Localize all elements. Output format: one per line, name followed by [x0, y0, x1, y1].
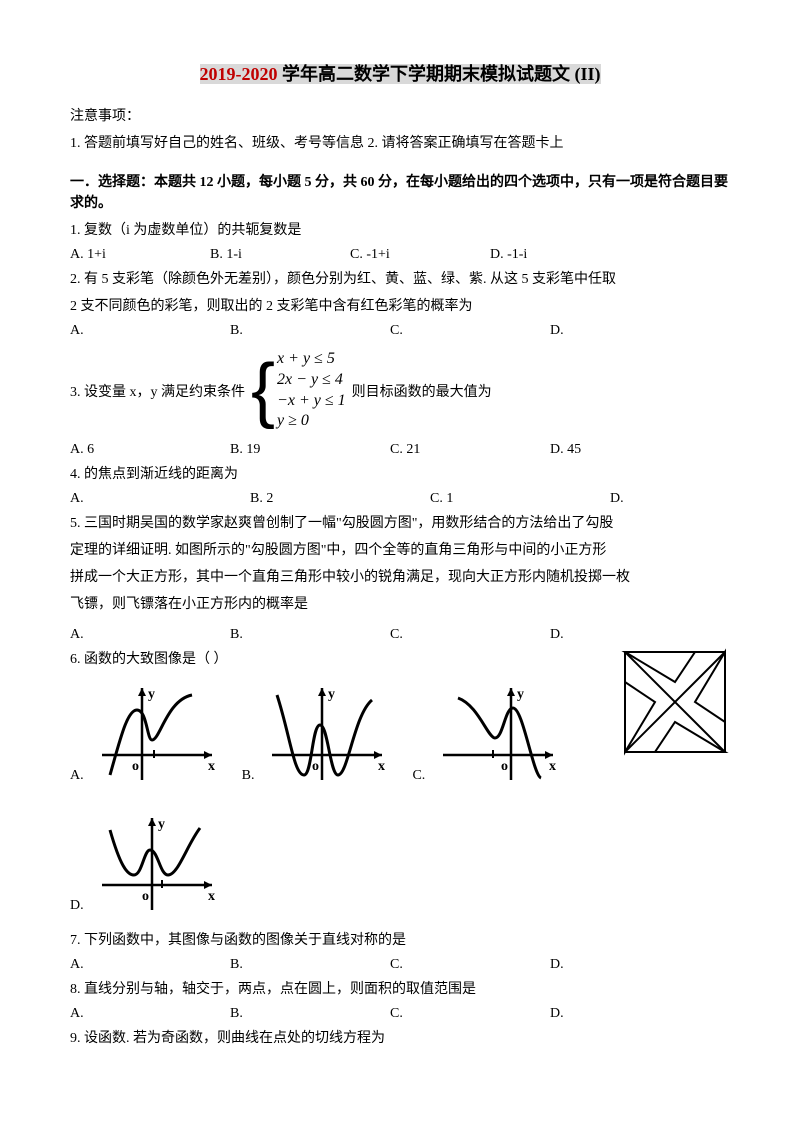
- q4-D: D.: [610, 491, 670, 507]
- q5-block: 5. 三国时期吴国的数学家赵爽曾创制了一幅"勾股圆方图"，用数形结合的方法给出了…: [70, 513, 730, 615]
- q1-A: A. 1+i: [70, 247, 130, 263]
- page: 2019-2020 学年高二数学下学期期末模拟试题文 (II) 注意事项： 1.…: [0, 0, 800, 1095]
- q6-B-cell: B. y x o: [242, 680, 393, 790]
- svg-text:y: y: [328, 687, 335, 702]
- section1-heading: 一．选择题：本题共 12 小题，每小题 5 分，共 60 分，在每小题给出的四个…: [70, 172, 730, 214]
- q8-options: A. B. C. D.: [70, 1006, 730, 1022]
- page-title: 2019-2020 学年高二数学下学期期末模拟试题文 (II): [70, 60, 730, 86]
- q4-A: A.: [70, 491, 130, 507]
- q3-con-0: x + y ≤ 5: [277, 349, 346, 370]
- q8-C: C.: [390, 1006, 450, 1022]
- q5-options: A. B. C. D.: [70, 627, 730, 643]
- q3-A: A. 6: [70, 442, 130, 458]
- q2-D: D.: [550, 323, 610, 339]
- q5-D: D.: [550, 627, 610, 643]
- q3-after: 则目标函数的最大值为: [352, 381, 492, 401]
- q6-D-cell: D. y x o: [70, 810, 222, 920]
- svg-text:o: o: [142, 889, 149, 904]
- q6-C: C.: [412, 768, 425, 784]
- brace-icon: {: [251, 358, 275, 423]
- q5-l2: 定理的详细证明. 如图所示的"勾股圆方图"中，四个全等的直角三角形与中间的小正方…: [70, 540, 730, 561]
- svg-text:o: o: [132, 759, 139, 774]
- q2-A: A.: [70, 323, 130, 339]
- q6-graphs-row2: D. y x o: [70, 810, 730, 920]
- q5-l1: 5. 三国时期吴国的数学家赵爽曾创制了一幅"勾股圆方图"，用数形结合的方法给出了…: [70, 513, 730, 534]
- q4-B: B. 2: [250, 491, 310, 507]
- q5-C: C.: [390, 627, 450, 643]
- q6-B: B.: [242, 768, 255, 784]
- q3-stem: 3. 设变量 x，y 满足约束条件 { x + y ≤ 5 2x − y ≤ 4…: [70, 349, 730, 432]
- q1-C: C. -1+i: [350, 247, 410, 263]
- q7-B: B.: [230, 957, 290, 973]
- q9-stem: 9. 设函数. 若为奇函数，则曲线在点处的切线方程为: [70, 1028, 730, 1049]
- q6-D: D.: [70, 898, 84, 914]
- q5-l4: 飞镖，则飞镖落在小正方形内的概率是: [70, 594, 730, 615]
- graph-B-icon: y x o: [262, 680, 392, 790]
- notice-line1: 1. 答题前填写好自己的姓名、班级、考号等信息 2. 请将答案正确填写在答题卡上: [70, 133, 730, 154]
- svg-text:x: x: [549, 759, 556, 774]
- q7-stem: 7. 下列函数中，其图像与函数的图像关于直线对称的是: [70, 930, 730, 951]
- q4-C: C. 1: [430, 491, 490, 507]
- q6-A: A.: [70, 768, 84, 784]
- q6-A-cell: A. y x o: [70, 680, 222, 790]
- graph-C-icon: y x o: [433, 680, 563, 790]
- svg-text:o: o: [501, 759, 508, 774]
- title-suffix: 学年高二数学下学期期末模拟试题文 (II): [278, 64, 601, 84]
- q8-D: D.: [550, 1006, 610, 1022]
- q3-constraints: { x + y ≤ 5 2x − y ≤ 4 −x + y ≤ 1 y ≥ 0: [251, 349, 346, 432]
- q7-A: A.: [70, 957, 130, 973]
- q2-B: B.: [230, 323, 290, 339]
- svg-text:o: o: [312, 759, 319, 774]
- gougu-figure: [620, 647, 730, 762]
- q3-con-2: −x + y ≤ 1: [277, 391, 346, 412]
- q2-C: C.: [390, 323, 450, 339]
- q7-C: C.: [390, 957, 450, 973]
- q7-D: D.: [550, 957, 610, 973]
- q1-stem: 1. 复数（i 为虚数单位）的共轭复数是: [70, 220, 730, 241]
- notice-heading: 注意事项：: [70, 106, 730, 127]
- q2-stem2: 2 支不同颜色的彩笔，则取出的 2 支彩笔中含有红色彩笔的概率为: [70, 296, 730, 317]
- graph-D-icon: y x o: [92, 810, 222, 920]
- q3-C: C. 21: [390, 442, 450, 458]
- q8-A: A.: [70, 1006, 130, 1022]
- q3-options: A. 6 B. 19 C. 21 D. 45: [70, 442, 730, 458]
- q2-stem1: 2. 有 5 支彩笔（除颜色外无差别），颜色分别为红、黄、蓝、绿、紫. 从这 5…: [70, 269, 730, 290]
- q1-B: B. 1-i: [210, 247, 270, 263]
- svg-text:y: y: [158, 817, 165, 832]
- q3-con-3: y ≥ 0: [277, 411, 346, 432]
- notice-line1b: 2. 请将答案正确填写在答题卡上: [364, 136, 564, 151]
- svg-text:x: x: [378, 759, 385, 774]
- svg-text:x: x: [208, 889, 215, 904]
- q2-options: A. B. C. D.: [70, 323, 730, 339]
- q3-con-1: 2x − y ≤ 4: [277, 370, 346, 391]
- graph-A-icon: y x o: [92, 680, 222, 790]
- q4-options: A. B. 2 C. 1 D.: [70, 491, 730, 507]
- svg-text:x: x: [208, 759, 215, 774]
- svg-text:y: y: [148, 687, 155, 702]
- q3-cons-list: x + y ≤ 5 2x − y ≤ 4 −x + y ≤ 1 y ≥ 0: [275, 349, 346, 432]
- q5-A: A.: [70, 627, 130, 643]
- title-prefix: 2019-2020: [200, 64, 278, 84]
- gougu-icon: [620, 647, 730, 757]
- q3-before: 3. 设变量 x，y 满足约束条件: [70, 381, 245, 401]
- q6-graphs-row1: A. y x o B. y x o: [70, 680, 608, 790]
- q1-D: D. -1-i: [490, 247, 550, 263]
- svg-text:y: y: [517, 687, 524, 702]
- q3-B: B. 19: [230, 442, 290, 458]
- q8-B: B.: [230, 1006, 290, 1022]
- q1-options: A. 1+i B. 1-i C. -1+i D. -1-i: [70, 247, 730, 263]
- q5-l3: 拼成一个大正方形，其中一个直角三角形中较小的锐角满足，现向大正方形内随机投掷一枚: [70, 567, 730, 588]
- q4-stem: 4. 的焦点到渐近线的距离为: [70, 464, 730, 485]
- q5-B: B.: [230, 627, 290, 643]
- q6-C-cell: C. y x o: [412, 680, 563, 790]
- notice-line1a: 1. 答题前填写好自己的姓名、班级、考号等信息: [70, 136, 364, 151]
- q7-options: A. B. C. D.: [70, 957, 730, 973]
- q8-stem: 8. 直线分别与轴，轴交于，两点，点在圆上，则面积的取值范围是: [70, 979, 730, 1000]
- q3-D: D. 45: [550, 442, 610, 458]
